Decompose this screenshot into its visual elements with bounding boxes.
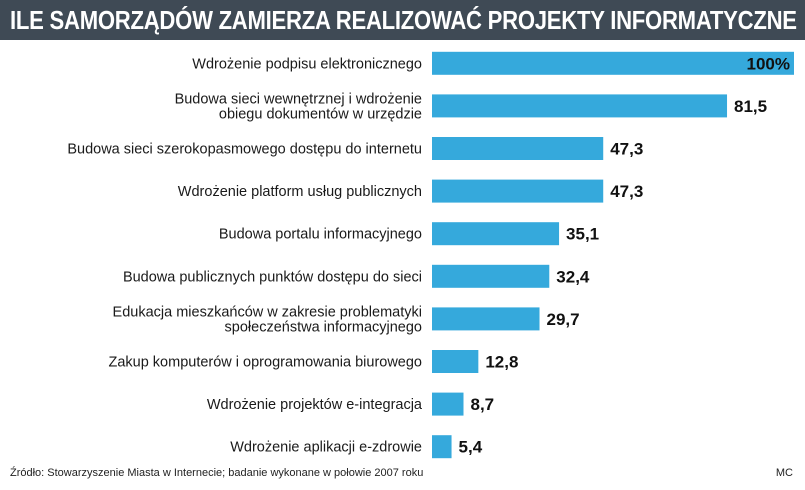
value-label: 5,4 <box>459 438 483 457</box>
category-label: Budowa sieci szerokopasmowego dostępu do… <box>67 142 422 158</box>
bar <box>432 350 479 373</box>
bar <box>432 392 464 416</box>
value-label: 12,8 <box>485 353 518 372</box>
value-label: 8,7 <box>470 395 494 414</box>
chart-title: ILE SAMORZĄDÓW ZAMIERZA REALIZOWAĆ PROJE… <box>10 5 797 35</box>
category-label: Budowa sieci wewnętrznej i wdrożenie obie… <box>175 91 422 122</box>
category-label: Edukacja mieszkańców w zakresie problema… <box>113 304 422 335</box>
category-label: Wdrożenie platform usług publicznych <box>178 184 422 200</box>
credit-initials: MC <box>775 467 793 479</box>
category-label: Budowa portalu informacyjnego <box>219 227 422 243</box>
value-label: 32,4 <box>556 267 590 286</box>
title-bar: ILE SAMORZĄDÓW ZAMIERZA REALIZOWAĆ PROJE… <box>0 0 805 40</box>
bar <box>432 222 560 246</box>
bar <box>432 179 604 203</box>
value-label: 35,1 <box>566 225 599 244</box>
value-label: 81,5 <box>734 97 767 116</box>
bar <box>432 264 550 288</box>
bar <box>432 435 452 459</box>
value-label: 47,3 <box>610 182 643 201</box>
category-label: Zakup komputerów i oprogramowania biurow… <box>108 355 422 371</box>
value-label: 47,3 <box>610 140 643 159</box>
bar <box>432 51 794 75</box>
category-label: Budowa publicznych punktów dostępu do si… <box>123 269 422 285</box>
bar-chart: Wdrożenie podpisu elektronicznego 100% Bud… <box>67 51 794 459</box>
value-label: 100% <box>747 54 790 73</box>
category-label: Wdrożenie projektów e-integracja <box>207 397 423 413</box>
bar <box>432 94 728 118</box>
bar <box>432 137 604 160</box>
source-note: Źródło: Stowarzyszenie Miasta w Internec… <box>10 467 424 479</box>
bar <box>432 307 540 331</box>
value-label: 29,7 <box>547 310 580 329</box>
category-label: Wdrożenie aplikacji e-zdrowie <box>230 440 422 456</box>
category-label: Wdrożenie podpisu elektronicznego <box>192 56 422 72</box>
